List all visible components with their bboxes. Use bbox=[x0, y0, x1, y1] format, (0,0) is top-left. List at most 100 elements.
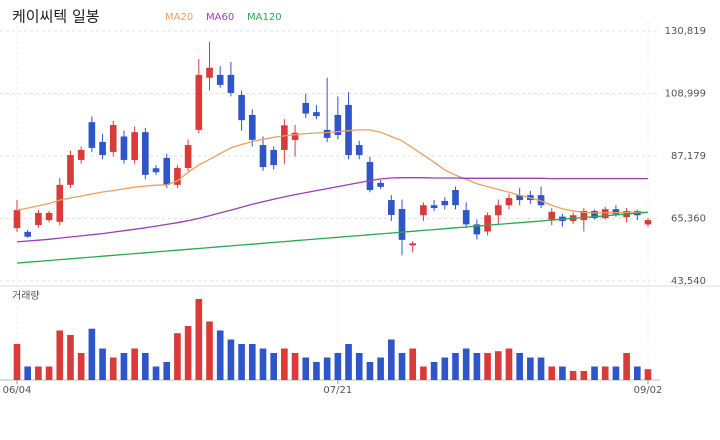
volume-bar bbox=[569, 371, 577, 380]
candle-body bbox=[313, 112, 320, 117]
volume-bar bbox=[612, 366, 620, 380]
volume-bar bbox=[377, 357, 384, 380]
ma-line bbox=[16, 211, 649, 264]
volume-bar bbox=[13, 344, 21, 380]
volume-bar bbox=[184, 326, 192, 380]
x-tick-label: 06/04 bbox=[3, 385, 32, 396]
volume-bar bbox=[195, 299, 203, 380]
candle-body bbox=[548, 211, 556, 220]
volume-bar bbox=[259, 348, 267, 380]
volume-bar bbox=[291, 353, 299, 380]
volume-bar bbox=[484, 353, 491, 380]
chart-title: 케이씨텍 일봉 bbox=[12, 8, 100, 26]
candle-body bbox=[591, 210, 598, 219]
volume-bar bbox=[227, 339, 235, 380]
volume-bar bbox=[441, 357, 449, 380]
candle-body bbox=[206, 67, 213, 78]
candle-body bbox=[409, 243, 417, 246]
volume-bar bbox=[163, 362, 171, 380]
ma-line bbox=[16, 129, 648, 214]
candle-body bbox=[505, 198, 513, 206]
y-tick-label: 43,540 bbox=[671, 276, 706, 287]
candle-body bbox=[216, 74, 224, 85]
volume-bar bbox=[24, 366, 32, 380]
volume-bar bbox=[248, 344, 256, 380]
volume-bar bbox=[623, 353, 630, 380]
candle-body bbox=[398, 208, 406, 240]
volume-bar bbox=[152, 366, 160, 380]
volume-bar bbox=[345, 344, 352, 380]
candle-body bbox=[516, 195, 523, 201]
candle-body bbox=[580, 210, 588, 221]
volume-bar bbox=[281, 348, 288, 380]
candle-body bbox=[163, 157, 171, 185]
candle-body bbox=[441, 200, 449, 206]
candle-body bbox=[302, 102, 310, 114]
candle-body bbox=[238, 94, 245, 121]
candle-body bbox=[174, 167, 181, 185]
volume-bar bbox=[99, 348, 106, 380]
volume-bar bbox=[430, 362, 438, 380]
volume-bar bbox=[120, 353, 128, 380]
volume-bar bbox=[462, 348, 470, 380]
candle-body bbox=[24, 231, 32, 237]
volume-bar bbox=[77, 353, 85, 380]
candle-body bbox=[270, 149, 277, 166]
volume-bar bbox=[516, 353, 523, 380]
volume-bar bbox=[559, 366, 566, 380]
candle-body bbox=[366, 161, 374, 191]
volume-bar bbox=[323, 357, 331, 380]
candle-body bbox=[537, 195, 545, 206]
x-tick-label: 07/21 bbox=[323, 385, 352, 396]
volume-bar bbox=[313, 362, 320, 380]
volume-bar bbox=[109, 357, 117, 380]
legend-entry: MA60 bbox=[206, 12, 234, 23]
candle-body bbox=[462, 210, 470, 225]
candle-body bbox=[67, 155, 74, 185]
volume-bar bbox=[88, 328, 96, 380]
candle-body bbox=[345, 104, 352, 156]
volume-bar bbox=[206, 321, 213, 380]
candle-body bbox=[152, 168, 160, 173]
candle-body bbox=[259, 145, 267, 168]
candle-body bbox=[131, 132, 138, 160]
candle-body bbox=[355, 145, 363, 156]
volume-bar bbox=[355, 353, 363, 380]
volume-bar bbox=[452, 353, 459, 380]
volume-bar bbox=[591, 366, 598, 380]
volume-bar bbox=[580, 371, 588, 380]
volume-bar bbox=[45, 366, 53, 380]
volume-bar bbox=[142, 353, 149, 380]
candle-body bbox=[120, 136, 128, 160]
volume-label: 거래량 bbox=[12, 290, 40, 302]
x-tick-label: 09/02 bbox=[634, 385, 663, 396]
candle-body bbox=[291, 132, 299, 140]
volume-bar bbox=[527, 357, 534, 380]
candle-body bbox=[420, 205, 427, 216]
candle-body bbox=[109, 125, 117, 152]
legend-entry: MA20 bbox=[165, 12, 193, 23]
candle-body bbox=[56, 184, 64, 222]
volume-bar bbox=[238, 344, 245, 380]
y-tick-label: 87,179 bbox=[671, 151, 706, 162]
volume-bar bbox=[601, 366, 609, 380]
candle-body bbox=[281, 125, 288, 150]
candle-body bbox=[612, 209, 620, 215]
volume-bar bbox=[473, 353, 481, 380]
volume-bar bbox=[537, 357, 545, 380]
volume-bar bbox=[366, 362, 374, 380]
candle-body bbox=[248, 114, 256, 140]
candle-body bbox=[323, 129, 331, 138]
candle-body bbox=[184, 145, 192, 168]
volume-bar bbox=[131, 348, 138, 380]
candle-body bbox=[195, 74, 203, 130]
candle-body bbox=[644, 220, 652, 225]
candle-body bbox=[334, 114, 342, 136]
candle-body bbox=[142, 132, 149, 175]
candle-body bbox=[377, 182, 384, 187]
candle-body bbox=[388, 200, 395, 215]
candle-body bbox=[430, 205, 438, 209]
volume-bar bbox=[388, 339, 395, 380]
volume-bar bbox=[548, 366, 556, 380]
ma-line bbox=[16, 177, 648, 243]
